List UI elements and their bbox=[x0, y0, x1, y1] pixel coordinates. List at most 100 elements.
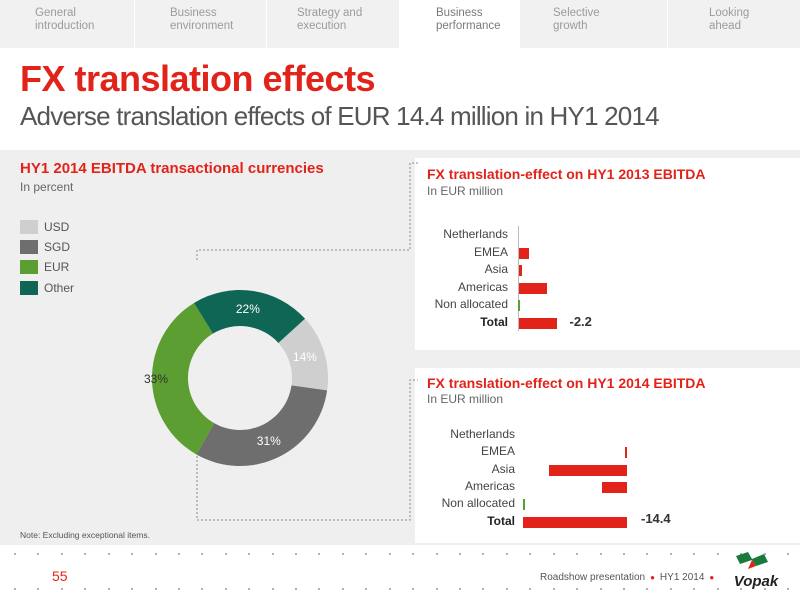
dotted-divider-top bbox=[14, 553, 789, 556]
divider-dot bbox=[318, 553, 321, 555]
divider-dot bbox=[201, 553, 204, 555]
donut-slice-eur bbox=[152, 302, 215, 455]
divider-dot bbox=[271, 588, 274, 590]
donut-chart-subtitle: In percent bbox=[20, 180, 74, 194]
divider-dot bbox=[716, 588, 719, 590]
legend-swatch-other bbox=[20, 281, 38, 295]
donut-slice-sgd bbox=[196, 385, 328, 466]
divider-dot bbox=[529, 553, 532, 555]
bar-chart-2014-title: FX translation-effect on HY1 2014 EBITDA bbox=[427, 375, 706, 391]
tab-business-environment[interactable]: Business environment bbox=[135, 0, 267, 48]
bar-category-label: Americas bbox=[464, 478, 515, 493]
divider-dot bbox=[599, 553, 602, 555]
bar-category-label: Asia bbox=[484, 262, 508, 276]
bar-chart-2013-subtitle: In EUR million bbox=[427, 184, 504, 198]
tab-label: Strategy and execution bbox=[297, 7, 363, 32]
divider-dot bbox=[552, 553, 555, 555]
divider-dot bbox=[84, 588, 87, 590]
divider-dot bbox=[576, 553, 579, 555]
divider-dot bbox=[248, 553, 251, 555]
bar-category-label: Total bbox=[480, 314, 508, 329]
donut-label-eur: 33% bbox=[144, 372, 169, 387]
bar-category-label: Netherlands bbox=[443, 227, 508, 241]
section-nav: General introduction Business environmen… bbox=[0, 0, 800, 48]
donut-label-other: 22% bbox=[235, 301, 260, 316]
divider-dot bbox=[576, 588, 579, 590]
tab-label: Business environment bbox=[170, 7, 234, 32]
divider-dot bbox=[365, 588, 368, 590]
logo-text: Vopak bbox=[734, 573, 779, 590]
divider-dot bbox=[60, 588, 63, 590]
tab-selective-growth[interactable]: Selective growth bbox=[520, 0, 668, 48]
divider-dot bbox=[295, 553, 298, 555]
divider-dot bbox=[341, 553, 344, 555]
tab-label: Selective growth bbox=[553, 7, 600, 32]
divider-dot bbox=[505, 553, 508, 555]
legend-swatch-usd bbox=[20, 220, 38, 234]
footer-separator-icon: ● bbox=[709, 573, 715, 582]
divider-dot bbox=[388, 553, 391, 555]
bar-category-label: Asia bbox=[491, 461, 515, 476]
divider-dot bbox=[107, 588, 110, 590]
footer-separator-icon: ● bbox=[650, 573, 655, 582]
divider-dot bbox=[716, 553, 719, 555]
donut-label-usd: 14% bbox=[292, 350, 317, 365]
bar-emea bbox=[519, 247, 529, 259]
bar-total-value: -14.4 bbox=[641, 510, 671, 526]
tab-business-performance[interactable]: Business performance bbox=[400, 0, 520, 48]
bar-chart-2013-title: FX translation-effect on HY1 2013 EBITDA bbox=[427, 166, 706, 182]
divider-dot bbox=[482, 588, 485, 590]
bar-chart-2014-subtitle: In EUR million bbox=[427, 392, 504, 406]
divider-dot bbox=[669, 553, 672, 555]
page-title: FX translation effects bbox=[20, 58, 376, 99]
divider-dot bbox=[412, 553, 415, 555]
bar-axis-line bbox=[518, 226, 519, 331]
divider-dot bbox=[318, 588, 321, 590]
divider-dot bbox=[529, 588, 532, 590]
dotted-divider-bottom bbox=[14, 588, 789, 591]
bar-total bbox=[519, 317, 557, 329]
legend-item-other: Other bbox=[20, 280, 74, 296]
divider-dot bbox=[60, 553, 63, 555]
divider-dot bbox=[435, 553, 438, 555]
bar-category-label: Non allocated bbox=[441, 496, 515, 511]
tab-looking-ahead[interactable]: Looking ahead bbox=[668, 0, 800, 48]
divider-dot bbox=[388, 588, 391, 590]
tab-strategy-execution[interactable]: Strategy and execution bbox=[267, 0, 400, 48]
divider-dot bbox=[37, 553, 40, 555]
tab-label: Looking ahead bbox=[709, 7, 750, 32]
tab-general-introduction[interactable]: General introduction bbox=[0, 0, 135, 48]
bar-asia bbox=[519, 265, 522, 276]
divider-dot bbox=[224, 553, 227, 555]
divider-dot bbox=[131, 588, 134, 590]
donut-slice-usd bbox=[278, 318, 328, 391]
bar-category-label: Non allocated bbox=[434, 297, 508, 311]
divider-dot bbox=[295, 588, 298, 590]
divider-dot bbox=[224, 588, 227, 590]
legend-item-eur: EUR bbox=[20, 259, 69, 275]
divider-dot bbox=[154, 553, 157, 555]
divider-dot bbox=[131, 553, 134, 555]
legend-label: Other bbox=[44, 281, 75, 295]
bar-emea bbox=[625, 447, 627, 459]
bar-chart-2014-box bbox=[415, 368, 800, 543]
divider-dot bbox=[693, 588, 696, 590]
donut-chart bbox=[152, 290, 328, 466]
page-subtitle: Adverse translation effects of EUR 14.4 … bbox=[20, 101, 660, 131]
divider-dot bbox=[154, 588, 157, 590]
footer-period: HY1 2014 bbox=[659, 572, 705, 583]
legend-label: SGD bbox=[44, 240, 71, 254]
divider-dot bbox=[248, 588, 251, 590]
bar-non-allocated bbox=[518, 300, 520, 311]
divider-dot bbox=[622, 588, 625, 590]
donut-label-sgd: 31% bbox=[256, 433, 281, 448]
footnote: Note: Excluding exceptional items. bbox=[20, 530, 150, 540]
divider-dot bbox=[552, 588, 555, 590]
divider-dot bbox=[459, 553, 462, 555]
divider-dot bbox=[786, 588, 789, 590]
tab-label: Business performance bbox=[436, 7, 501, 32]
divider-dot bbox=[201, 588, 204, 590]
divider-dot bbox=[177, 588, 180, 590]
divider-dot bbox=[84, 553, 87, 555]
